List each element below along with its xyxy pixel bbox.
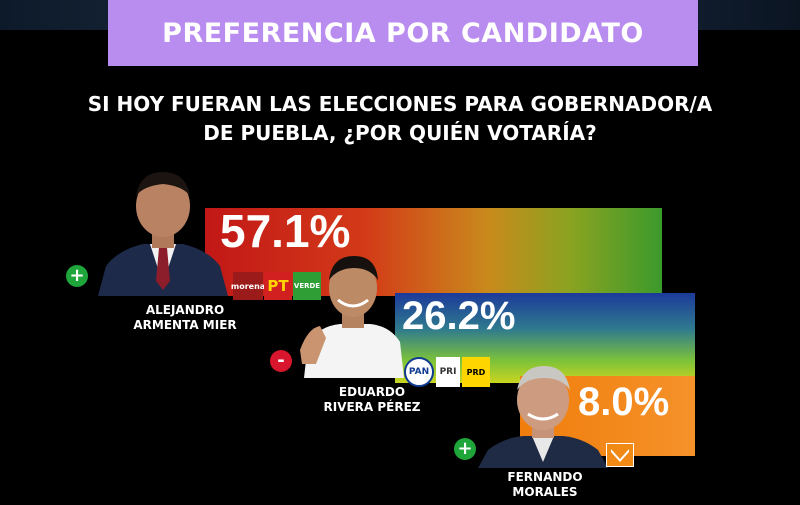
candidate-name-rivera: EDUARDO RIVERA PÉREZ bbox=[302, 385, 442, 415]
movimiento-ciudadano-logo bbox=[606, 443, 634, 467]
first-name: FERNANDO bbox=[507, 470, 583, 484]
last-name: ARMENTA MIER bbox=[133, 318, 237, 332]
verde-logo: VERDE bbox=[293, 272, 321, 300]
candidate-photo-armenta bbox=[98, 166, 228, 296]
pri-logo: PRI bbox=[436, 357, 460, 387]
last-name: MORALES bbox=[512, 485, 578, 499]
question-line-1: SI HOY FUERAN LAS ELECCIONES PARA GOBERN… bbox=[87, 92, 713, 116]
prd-logo: PRD bbox=[462, 357, 490, 387]
title-banner: PREFERENCIA POR CANDIDATO bbox=[108, 0, 698, 66]
pan-logo: PAN bbox=[404, 357, 434, 387]
candidate-name-morales: FERNANDO MORALES bbox=[480, 470, 610, 500]
first-name: ALEJANDRO bbox=[145, 303, 225, 317]
minus-icon: - bbox=[270, 350, 292, 372]
pt-logo: PT bbox=[264, 272, 292, 300]
plus-icon: + bbox=[454, 438, 476, 460]
candidate-photo-morales bbox=[478, 358, 608, 468]
first-name: EDUARDO bbox=[338, 385, 406, 399]
candidate-name-armenta: ALEJANDRO ARMENTA MIER bbox=[100, 303, 270, 333]
last-name: RIVERA PÉREZ bbox=[323, 400, 421, 414]
value-label-morales: 8.0% bbox=[578, 380, 670, 424]
candidate-photo-rivera bbox=[298, 246, 410, 378]
morena-logo: morena bbox=[231, 272, 265, 300]
value-label-armenta: 57.1% bbox=[220, 205, 351, 257]
plus-icon: + bbox=[66, 265, 88, 287]
value-label-rivera: 26.2% bbox=[402, 294, 516, 338]
survey-question: SI HOY FUERAN LAS ELECCIONES PARA GOBERN… bbox=[40, 90, 760, 148]
question-line-2: DE PUEBLA, ¿POR QUIÉN VOTARÍA? bbox=[203, 121, 597, 145]
chart-title: PREFERENCIA POR CANDIDATO bbox=[162, 17, 644, 49]
